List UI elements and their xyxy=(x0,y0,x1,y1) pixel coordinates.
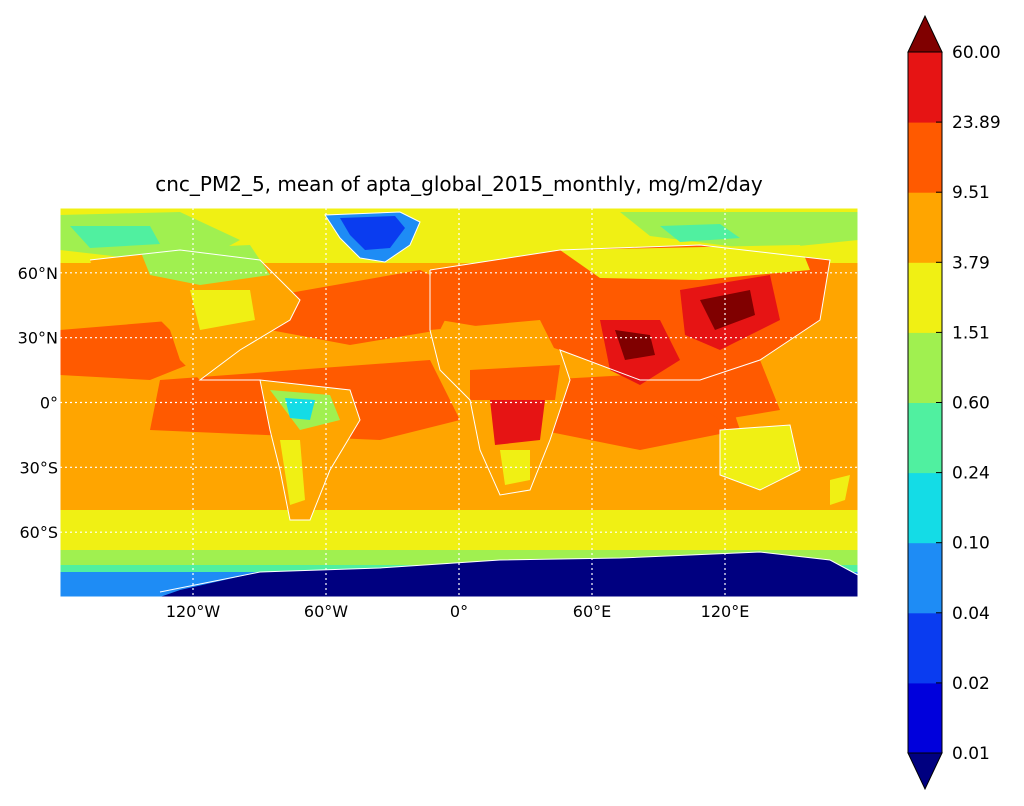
map-frame xyxy=(59,207,859,598)
antarctica xyxy=(160,552,858,597)
colorbar-segment xyxy=(908,682,942,754)
colorbar-over-arrow xyxy=(907,14,943,53)
lon-tick-label: 120°W xyxy=(166,602,221,621)
colorbar-segment xyxy=(908,192,942,263)
colorbar-segment xyxy=(908,402,942,474)
colorbar-level-label: 0.24 xyxy=(952,464,990,484)
north-america xyxy=(90,250,300,380)
colorbar-segment xyxy=(908,262,942,333)
se-asia xyxy=(680,360,780,420)
colorbar-segment xyxy=(908,122,942,193)
lat-tick-label: 60°S xyxy=(19,523,58,542)
siberia-yellow xyxy=(560,245,810,280)
coastline-americas xyxy=(89,249,361,521)
arctic-green-patches xyxy=(60,212,858,262)
colorbar-level-label: 0.10 xyxy=(952,534,990,554)
colorbar-segment xyxy=(908,542,942,614)
colorbar-under-arrow xyxy=(907,752,943,791)
lat-tick-label: 30°N xyxy=(18,329,58,348)
n-atlantic-red xyxy=(250,270,460,345)
na-green xyxy=(140,245,270,285)
colorbar-level-label: 60.00 xyxy=(952,43,1001,63)
colorbar-tick-labels: 0.01 0.02 0.04 0.10 0.24 0.60 1.51 3.79 9.51 23.8… xyxy=(952,43,1001,764)
gridlines xyxy=(60,208,858,597)
lon-tick-labels: 120°W 60°W 0° 60°E 120°E xyxy=(166,602,750,621)
greenland-core xyxy=(340,216,405,250)
colorbar-segment xyxy=(908,472,942,544)
n-pacific-red xyxy=(60,320,200,380)
na-yellow xyxy=(190,290,255,330)
colorbar-segment xyxy=(908,332,942,403)
map-title: cnc_PM2_5, mean of apta_global_2015_mont… xyxy=(155,172,763,196)
lat-tick-label: 60°N xyxy=(18,264,58,283)
china-core xyxy=(700,290,755,330)
colorbar-segment xyxy=(908,612,942,684)
lat-tick-label: 30°S xyxy=(19,458,58,477)
coastline-greenland xyxy=(324,211,421,263)
colorbar-level-label: 9.51 xyxy=(952,183,990,203)
sa-amazon-core xyxy=(285,398,315,420)
sahel-red xyxy=(470,365,560,400)
colorbar-level-label: 0.60 xyxy=(952,394,990,414)
colorbar-segment xyxy=(908,52,942,123)
new-zealand xyxy=(830,475,850,505)
lon-tick-label: 0° xyxy=(450,602,468,621)
central-africa-dark xyxy=(490,400,545,445)
colorbar-level-label: 23.89 xyxy=(952,113,1001,133)
lat-tick-labels: 60°N 30°N 0° 30°S 60°S xyxy=(18,264,58,542)
sa-andes xyxy=(280,440,305,505)
colorbar-level-label: 0.02 xyxy=(952,674,990,694)
colorbar-level-label: 1.51 xyxy=(952,323,990,343)
arctic-cyan-patches xyxy=(70,224,740,248)
coastline-eurasia-africa xyxy=(429,244,831,496)
lon-tick-label: 60°W xyxy=(304,602,348,621)
colorbar-level-label: 0.01 xyxy=(952,744,990,764)
colorbar-level-label: 3.79 xyxy=(952,253,990,273)
colorbar-level-label: 0.04 xyxy=(952,604,990,624)
australia xyxy=(720,425,800,490)
lon-tick-label: 120°E xyxy=(701,602,750,621)
coastline-antarctica xyxy=(159,551,858,593)
eurasia xyxy=(430,245,830,380)
lon-tick-label: 60°E xyxy=(573,602,611,621)
lat-tick-label: 0° xyxy=(40,394,58,413)
